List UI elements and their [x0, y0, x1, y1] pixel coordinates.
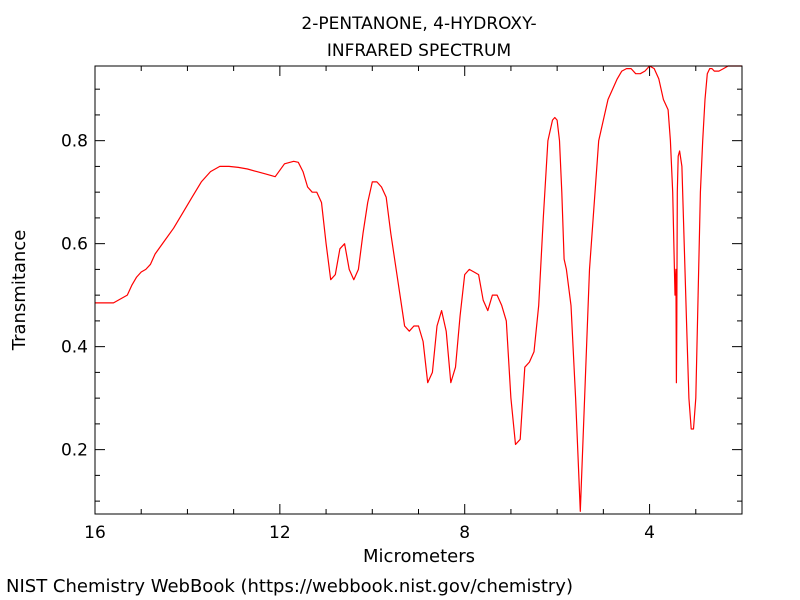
major-ticks [94, 66, 742, 514]
x-axis-label: Micrometers [363, 546, 475, 567]
x-tick-label: 8 [459, 523, 470, 543]
chart-subtitle: INFRARED SPECTRUM [327, 41, 511, 61]
y-tick-label: 0.8 [61, 132, 88, 152]
y-tick-label: 0.6 [61, 235, 88, 255]
spectrum-line [95, 65, 742, 512]
source-credit: NIST Chemistry WebBook (https://webbook.… [6, 576, 573, 597]
x-tick-label: 16 [84, 523, 106, 543]
x-tick-label: 12 [269, 523, 291, 543]
tick-labels: 16 12 8 4 0.2 0.4 0.6 0.8 [61, 132, 655, 543]
plot-frame [94, 65, 743, 515]
minor-ticks [95, 66, 743, 514]
y-axis-label: Transmitance [9, 230, 30, 352]
chart-title: 2-PENTANONE, 4-HYDROXY- [301, 14, 536, 34]
y-tick-label: 0.2 [61, 441, 88, 461]
y-tick-label: 0.4 [61, 338, 88, 358]
x-tick-label: 4 [644, 523, 655, 543]
